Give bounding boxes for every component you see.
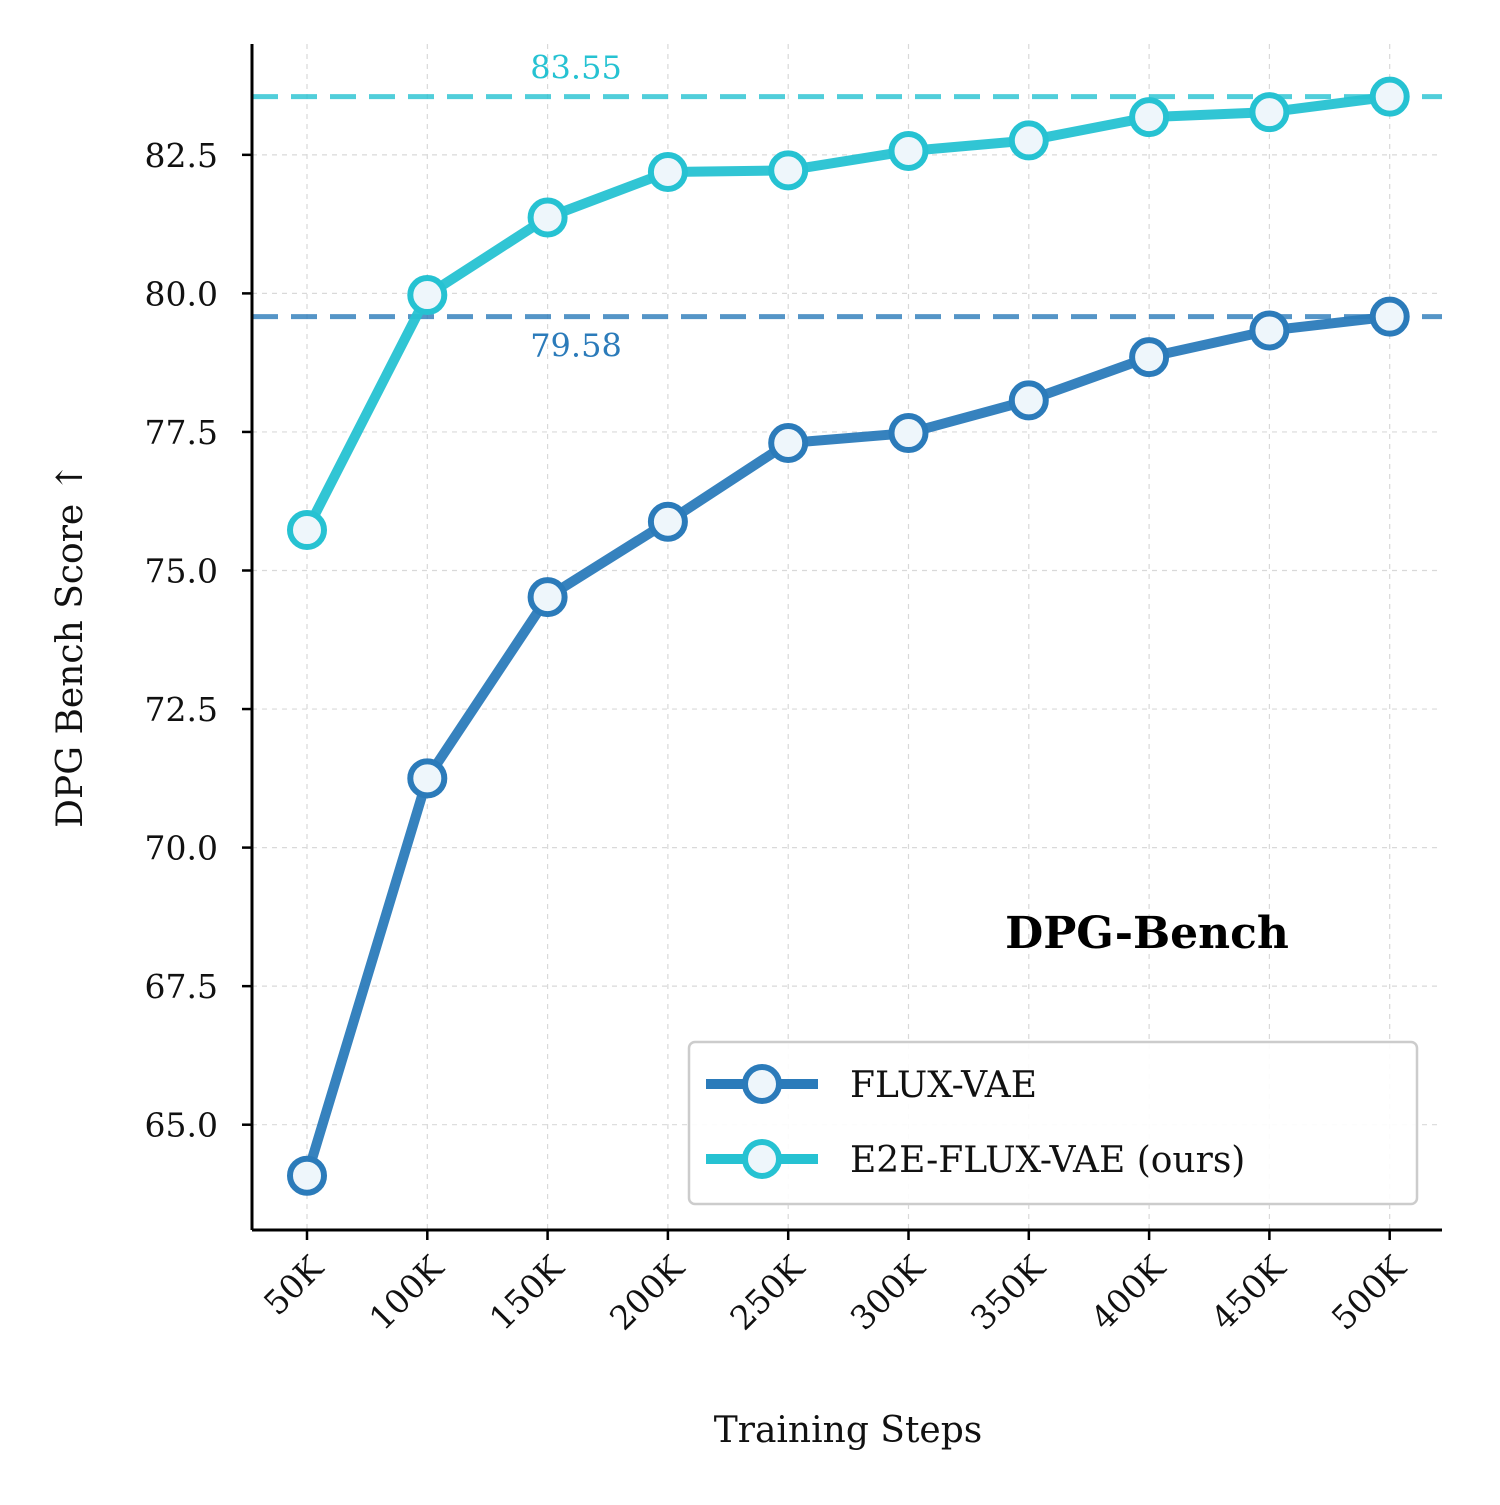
data-point-1-4 (768, 150, 809, 191)
y-tick-label-5: 77.5 (145, 413, 218, 452)
y-axis-title: DPG Bench Score ↑ (50, 462, 91, 828)
data-point-0-8 (1249, 310, 1290, 351)
data-point-0-1 (407, 758, 448, 799)
data-point-1-0 (287, 510, 327, 551)
data-point-0-5 (888, 413, 929, 454)
y-tick-label-7: 82.5 (145, 136, 218, 175)
data-point-0-9 (1369, 296, 1410, 337)
x-tick-label-0: 50K (256, 1247, 332, 1323)
data-point-0-4 (768, 423, 809, 464)
data-point-0-3 (647, 501, 688, 542)
data-point-0-7 (1129, 337, 1170, 378)
y-tick-label-3: 72.5 (145, 690, 218, 729)
data-point-0-2 (527, 577, 568, 618)
x-tick-label-9: 500K (1324, 1247, 1415, 1338)
data-point-1-1 (407, 275, 448, 316)
chart-title: DPG-Bench (1005, 908, 1289, 959)
x-tick-label-4: 250K (722, 1247, 813, 1338)
legend: FLUX-VAE E2E-FLUX-VAE (ours) (687, 1040, 1419, 1206)
legend-frame (687, 1040, 1419, 1206)
series-lines (287, 76, 1410, 1196)
y-tick-label-1: 67.5 (145, 967, 218, 1006)
reference-label-0: 83.55 (530, 49, 622, 87)
x-axis-title: Training Steps (714, 1410, 983, 1451)
series-line-1 (302, 91, 1395, 536)
data-point-1-5 (888, 130, 929, 171)
data-point-1-7 (1129, 97, 1170, 138)
x-tick-label-8: 450K (1204, 1247, 1295, 1338)
data-point-0-6 (1008, 380, 1049, 421)
data-point-0-0 (287, 1155, 327, 1196)
y-tick-label-4: 75.0 (145, 551, 218, 590)
y-tick-label-6: 80.0 (145, 274, 218, 313)
data-point-1-2 (527, 197, 568, 238)
reference-lines: 83.55 79.58 (252, 49, 1442, 365)
x-tick-label-6: 350K (963, 1247, 1054, 1338)
axes (250, 44, 1442, 1232)
reference-label-1: 79.58 (530, 327, 622, 365)
y-tick-label-2: 70.0 (145, 829, 218, 868)
legend-marker-0 (742, 1064, 782, 1104)
data-point-1-3 (647, 152, 688, 193)
y-tick-label-0: 65.0 (145, 1106, 218, 1145)
x-tick-label-2: 150K (482, 1247, 573, 1338)
legend-label-0: FLUX-VAE (850, 1065, 1037, 1106)
x-tick-label-7: 400K (1083, 1247, 1174, 1338)
grid (252, 44, 1442, 1230)
data-point-1-9 (1369, 76, 1410, 117)
x-tick-label-3: 200K (602, 1247, 693, 1338)
data-point-1-8 (1249, 92, 1290, 133)
series-line-0 (302, 311, 1395, 1181)
x-tick-label-1: 100K (361, 1247, 452, 1338)
x-tick-label-5: 300K (843, 1247, 934, 1338)
data-point-1-6 (1008, 120, 1049, 161)
legend-marker-1 (742, 1139, 782, 1179)
legend-label-1: E2E-FLUX-VAE (ours) (850, 1140, 1245, 1181)
